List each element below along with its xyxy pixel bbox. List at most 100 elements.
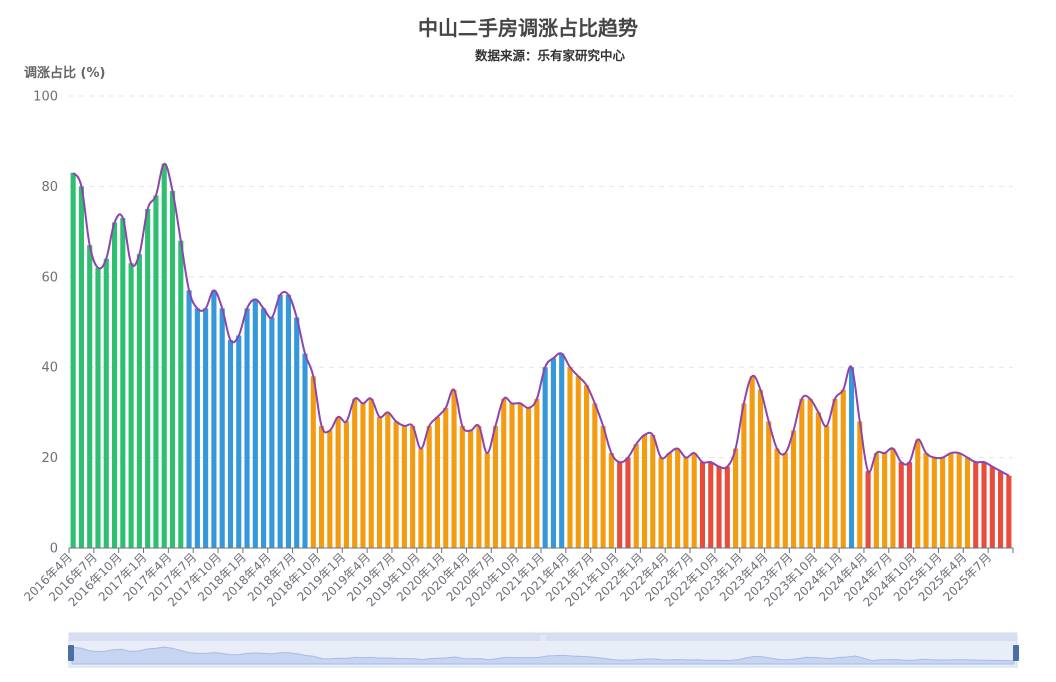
bar[interactable] [443,407,449,548]
bar[interactable] [360,403,366,548]
bar[interactable] [492,425,499,548]
bar[interactable] [318,425,325,548]
bar[interactable] [103,258,109,548]
bar[interactable] [650,435,656,548]
bar[interactable] [410,425,416,548]
bar[interactable] [915,439,921,548]
bar[interactable] [931,457,937,548]
bar[interactable] [559,353,565,548]
bar[interactable] [484,453,490,548]
bar[interactable] [898,462,904,548]
bar[interactable] [641,435,648,548]
bar[interactable] [592,403,598,548]
bar[interactable] [815,412,821,548]
bar[interactable] [145,209,151,548]
bar[interactable] [666,453,672,548]
bar[interactable] [169,190,176,549]
bar[interactable] [343,421,349,548]
bar[interactable] [583,385,590,548]
bar[interactable] [476,425,482,548]
bar[interactable] [468,430,474,548]
bar[interactable] [87,245,93,548]
bar[interactable] [78,186,84,548]
bar[interactable] [749,376,755,548]
bar[interactable] [509,403,515,548]
bar[interactable] [261,308,267,548]
bar[interactable] [906,462,913,548]
bar[interactable] [625,457,631,548]
bar[interactable] [385,412,391,548]
bar[interactable] [724,466,730,548]
bar[interactable] [998,471,1004,548]
bar[interactable] [658,457,664,548]
bar[interactable] [940,457,946,548]
bar[interactable] [873,453,879,548]
bar[interactable] [790,430,797,548]
bar[interactable] [401,425,407,548]
bar[interactable] [542,367,548,548]
bar[interactable] [136,254,142,548]
bar[interactable] [393,421,399,548]
bar[interactable] [418,448,424,548]
bar[interactable] [451,389,457,548]
bar[interactable] [426,425,432,548]
bar[interactable] [840,389,846,548]
bar[interactable] [244,308,250,548]
bar[interactable] [948,453,954,548]
bar[interactable] [757,389,764,548]
bar[interactable] [178,240,184,548]
bar[interactable] [550,358,556,548]
datazoom-move-handle[interactable] [69,633,1017,641]
bar[interactable] [327,430,333,548]
bar[interactable] [211,290,217,548]
datazoom-slider[interactable]: ||| [68,632,1019,668]
bar[interactable] [352,398,358,548]
bar[interactable] [857,421,863,548]
bar[interactable] [186,290,192,548]
bar[interactable] [70,172,76,548]
bar[interactable] [269,317,275,548]
bar[interactable] [981,462,987,548]
bar[interactable] [526,407,532,548]
bar[interactable] [128,263,134,548]
bar[interactable] [161,163,167,549]
bar[interactable] [807,398,813,548]
bar[interactable] [683,457,689,548]
bar[interactable] [708,462,714,548]
bar[interactable] [294,317,300,548]
bar[interactable] [608,453,614,548]
datazoom-grip[interactable]: ||| [540,635,546,642]
bar[interactable] [310,376,316,548]
bar[interactable] [95,267,101,548]
bar[interactable] [699,462,706,548]
bar[interactable] [956,453,962,548]
bar[interactable] [501,398,507,548]
bar[interactable] [716,466,722,548]
bar[interactable] [923,453,929,548]
bar[interactable] [989,466,995,548]
bar[interactable] [848,367,855,548]
bar[interactable] [302,353,308,548]
bar[interactable] [203,308,209,548]
bar[interactable] [741,403,747,548]
bar[interactable] [376,416,383,548]
bar[interactable] [617,462,623,548]
bar[interactable] [567,367,573,548]
bar[interactable] [882,453,888,548]
bar[interactable] [120,218,126,549]
bar[interactable] [236,335,242,548]
datazoom-left-handle[interactable] [68,645,74,661]
bar[interactable] [799,398,805,548]
bar[interactable] [832,398,838,548]
bar[interactable] [335,416,341,548]
bar[interactable] [865,471,871,548]
bar[interactable] [782,453,788,548]
bar[interactable] [111,222,118,548]
bar[interactable] [517,403,523,548]
bar[interactable] [252,299,258,548]
bar[interactable] [964,457,971,548]
bar[interactable] [774,448,780,548]
bar[interactable] [534,398,540,548]
bar[interactable] [227,340,234,548]
bar[interactable] [277,294,283,548]
